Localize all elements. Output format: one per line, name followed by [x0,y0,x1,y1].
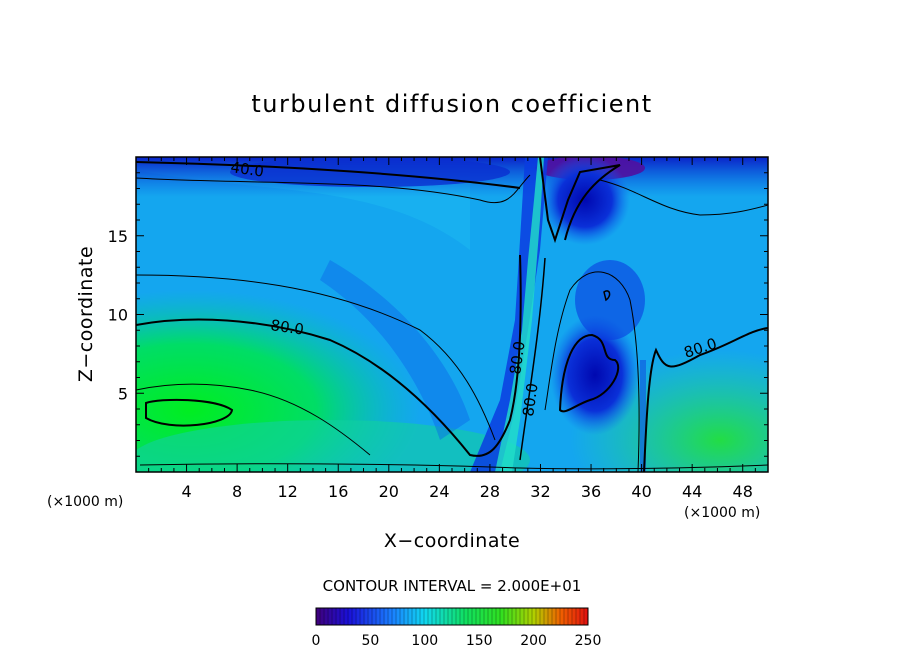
x-tick-label: 4 [181,482,191,501]
x-axis-title: X−coordinate [384,530,520,552]
colorbar-tick-label: 50 [361,633,379,649]
x-tick-label: 48 [733,482,753,501]
x-tick-label: 12 [278,482,298,501]
contour-lines [136,157,768,472]
y-axis-title: Z−coordinate [75,246,97,382]
colorbar-tick-label: 200 [520,633,547,649]
x-tick-label: 36 [581,482,601,501]
colorbar-stripes [319,608,585,625]
x-tick-label: 24 [429,482,449,501]
x-unit-left: (×1000 m) [47,494,123,510]
heatmap-field [136,157,768,472]
chart-title: turbulent diffusion coefficient [251,90,652,118]
contour-labels: 40.0 80.0 80.0 80.0 80.0 [229,158,719,417]
colorbar: 0 50 100 150 200 250 [312,607,602,649]
contour-label: 40.0 [229,158,265,180]
colorbar-tick-label: 150 [466,633,493,649]
x-tick-label: 28 [480,482,500,501]
x-unit-right: (×1000 m) [684,505,760,521]
y-tick-label: 5 [118,384,128,403]
x-tick-label: 40 [631,482,651,501]
contour-label: 80.0 [506,340,528,376]
contour-label: 80.0 [519,382,541,418]
y-tick-label: 15 [108,227,128,246]
x-tick-label: 32 [530,482,550,501]
x-tick-label: 20 [379,482,399,501]
colorbar-ticks: 0 50 100 150 200 250 [312,633,602,649]
colorbar-tick-label: 0 [312,633,321,649]
x-tick-label: 8 [232,482,242,501]
y-tick-label: 10 [108,306,128,325]
colorbar-tick-label: 250 [575,633,602,649]
contour-label: 80.0 [269,316,305,338]
contour-interval: CONTOUR INTERVAL = 2.000E+01 [323,577,582,595]
x-tick-label: 16 [328,482,348,501]
x-tick-label: 44 [682,482,702,501]
colorbar-tick-label: 100 [411,633,438,649]
